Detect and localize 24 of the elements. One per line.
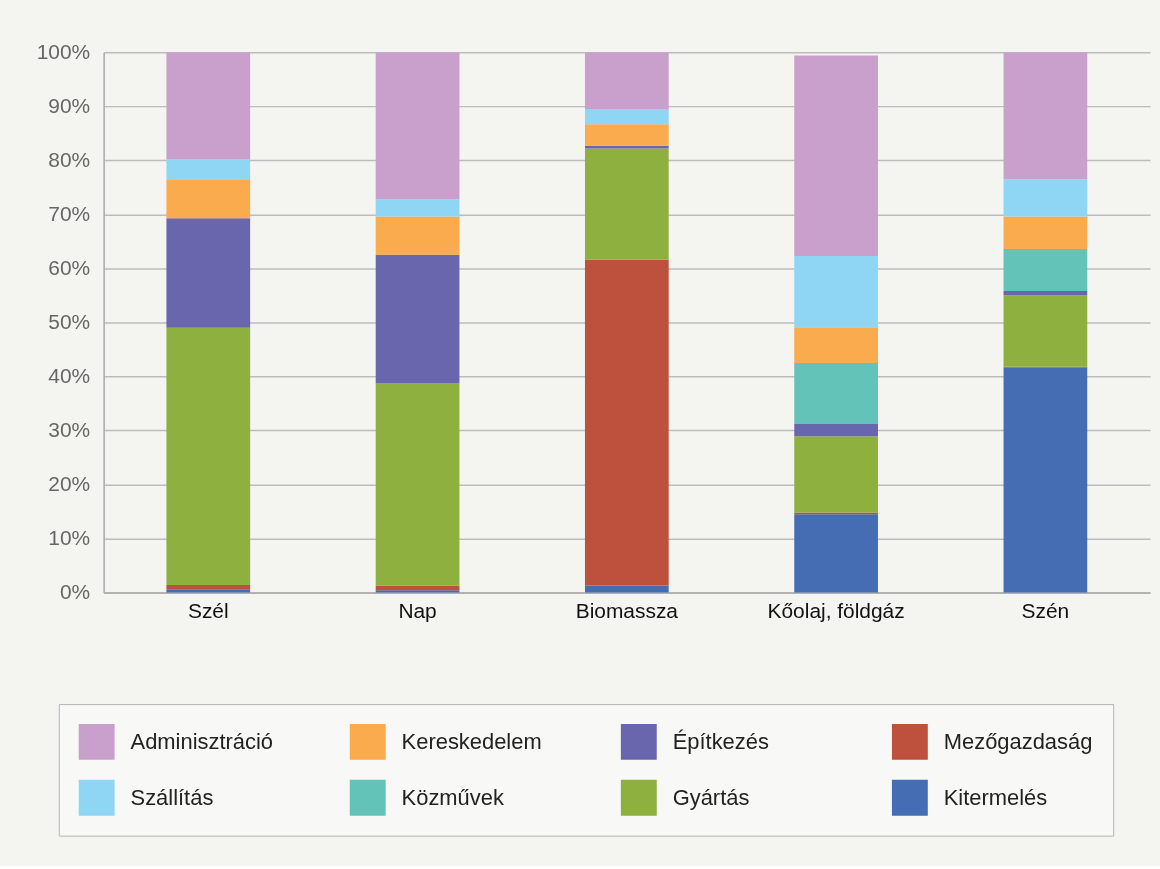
y-tick-label: 50% (48, 309, 91, 333)
legend-label: Szállítás (130, 784, 214, 810)
x-tick-label: Szén (1021, 598, 1070, 622)
y-tick-label: 60% (48, 255, 91, 279)
legend-label: Kitermelés (943, 784, 1048, 810)
y-tick-label: 70% (48, 201, 91, 225)
legend-label: Adminisztráció (130, 728, 273, 754)
y-tick-label: 10% (48, 525, 91, 549)
x-tick-label: Szél (187, 598, 229, 622)
legend-label: Építkezés (672, 728, 769, 754)
legend-label: Mezőgazdaság (943, 728, 1093, 754)
legend-label: Közművek (401, 784, 504, 810)
y-tick-label: 90% (48, 93, 91, 117)
y-tick-label: 40% (48, 363, 91, 387)
y-tick-label: 20% (48, 471, 91, 495)
y-tick-label: 100% (36, 39, 91, 63)
x-tick-label: Biomassza (575, 598, 679, 622)
y-tick-label: 80% (48, 147, 91, 171)
x-tick-label: Nap (398, 598, 437, 622)
legend-label: Gyártás (672, 784, 750, 810)
y-tick-label: 0% (59, 579, 91, 603)
legend-label: Kereskedelem (401, 728, 542, 754)
x-tick-label: Kőolaj, földgáz (767, 598, 905, 622)
y-tick-label: 30% (48, 417, 91, 441)
